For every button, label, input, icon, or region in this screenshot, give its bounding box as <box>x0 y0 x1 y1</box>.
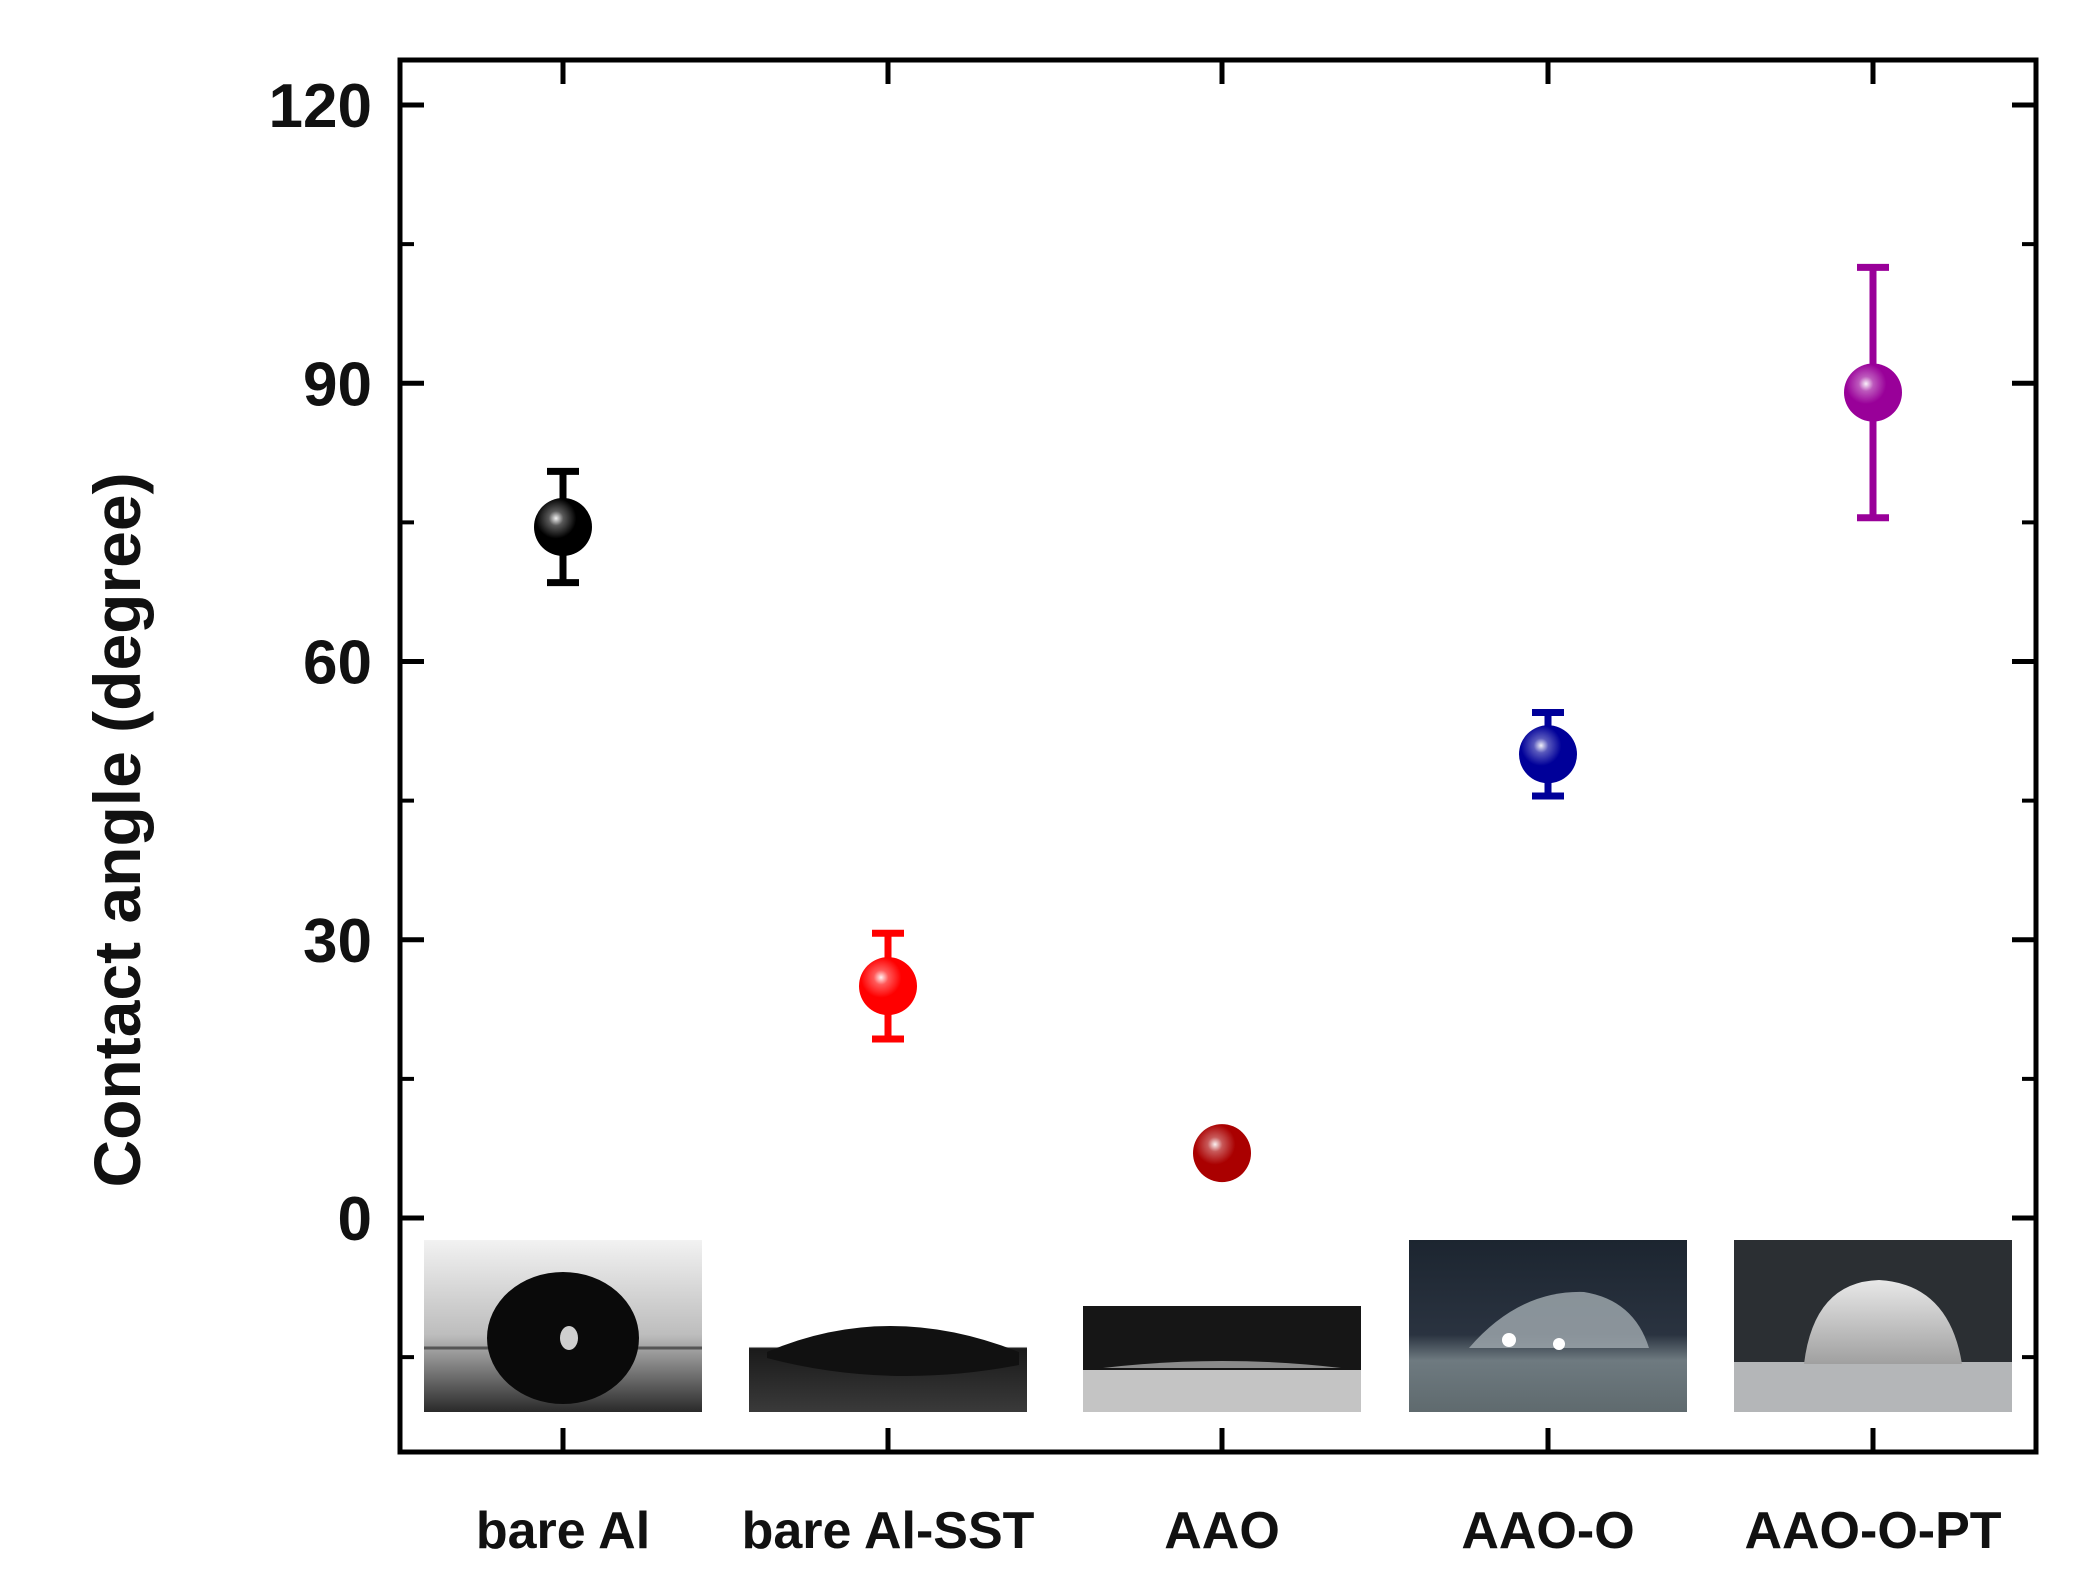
x-tick-label: AAO-O-PT <box>1744 1502 2001 1560</box>
y-tick-label: 60 <box>303 629 372 698</box>
data-point-highlight <box>859 957 917 1016</box>
droplet-inset-1 <box>424 1240 702 1412</box>
axis-ticks: 0 30 60 90 120 bare Al bare Al-SST AAO AAO-O AAO-… <box>269 60 2036 1560</box>
plot-frame <box>397 57 2039 1455</box>
droplet-inset-3 <box>1083 1306 1361 1412</box>
data-point-group <box>534 467 592 587</box>
data-point-highlight <box>1193 1124 1251 1183</box>
x-tick-label: AAO <box>1164 1502 1280 1560</box>
y-tick-label: 90 <box>303 350 372 419</box>
x-tick-label: bare Al <box>476 1502 650 1560</box>
inset-group <box>424 1240 2012 1412</box>
data-point-group <box>1193 1124 1251 1183</box>
y-axis-label: Contact angle (degree) <box>80 472 154 1187</box>
data-point-highlight <box>1844 363 1902 422</box>
data-point-highlight <box>534 498 592 557</box>
x-tick-label: bare Al-SST <box>742 1502 1035 1560</box>
droplet-inset-2 <box>749 1240 1027 1412</box>
droplet-inset-5 <box>1734 1240 2012 1412</box>
data-point-group <box>859 929 917 1043</box>
y-tick-label: 30 <box>303 907 372 976</box>
data-point-group <box>1844 263 1902 522</box>
x-tick-label: AAO-O <box>1461 1502 1634 1560</box>
y-tick-label: 120 <box>269 72 372 141</box>
data-point-highlight <box>1519 725 1577 784</box>
data-marks <box>534 263 1902 1183</box>
data-point-group <box>1519 709 1577 800</box>
y-tick-label: 0 <box>338 1185 372 1254</box>
droplet-inset-4 <box>1409 1240 1687 1412</box>
